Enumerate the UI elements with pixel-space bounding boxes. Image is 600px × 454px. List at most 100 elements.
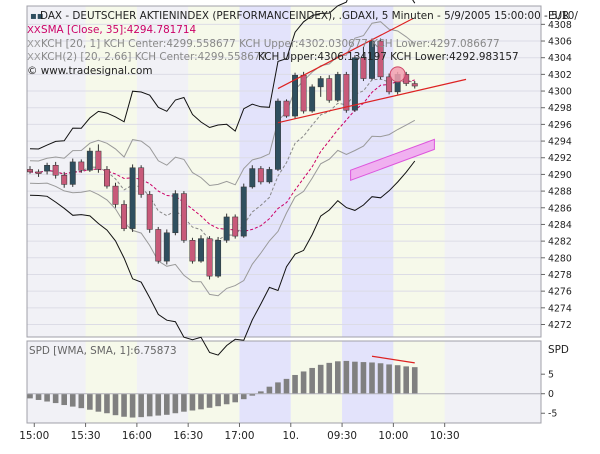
candle-body [198,238,204,262]
candle-body [129,167,136,229]
price-panel-border [26,5,542,338]
kch1-upper-line [29,21,416,187]
annotations [277,17,467,364]
y-tick-label: 4284 [548,220,572,231]
candle-body [266,169,273,183]
candle [411,81,418,89]
candle [386,73,393,95]
candle-body [309,86,316,112]
y-tick-label: 4282 [548,237,572,248]
candle-body [27,169,33,173]
y-tick-label: 4300 [548,87,572,98]
x-tick-label: 15:00 [19,430,49,442]
spd-bar [360,362,367,394]
spd-bar [138,393,144,418]
kch-center-line [29,78,415,241]
spd-bar [343,360,350,394]
candle [369,38,375,81]
spd-tick-label: -5 [548,409,557,420]
kch2-legend-part-a: KCH(2) [20, 2.66] KCH Center:4299.558677 [41,51,267,63]
candle-body [360,57,367,79]
sma-legend-icon: XX [27,25,41,36]
kch2-legend-part-b: KCH Upper:4306.134197 KCH Lower:4292.983… [258,51,519,63]
candle-body [386,76,393,93]
candle-body [121,204,127,229]
candle-body [369,40,375,79]
candle [206,236,213,280]
time-band [393,6,445,337]
y-tick-label: 4272 [548,320,572,331]
spd-bar [223,393,230,405]
highlight-circle-marker [389,66,406,83]
x-tick-label: 09:30 [327,430,357,442]
candle-body [343,74,350,111]
candle-body [163,232,170,262]
x-tick-label: 10. [283,430,300,442]
spd-bar [172,393,179,414]
candle-body [283,100,290,117]
candle [300,71,307,114]
y-tick-label: 4278 [548,270,572,281]
candle-body [95,150,102,170]
candle-body [334,74,341,101]
spd-time-band [290,341,343,423]
spd-bar [206,393,213,408]
currency-label: EUR [548,10,569,22]
trend-line-lower [277,78,467,124]
candle [351,55,358,112]
candle [334,71,341,102]
y-tick-label: 4298 [548,103,572,114]
time-band [85,6,137,337]
spd-bar [69,393,76,407]
candle [146,191,153,233]
sma-legend: SMA [Close, 35]:4294.781714 [41,24,197,36]
candle-body [300,74,307,112]
spd-bar [35,393,42,400]
x-tick-label: 17:00 [224,430,254,442]
candle [309,84,316,113]
spd-bar [104,393,110,414]
candle-body [180,193,187,241]
candle-body [35,171,42,174]
y-tick-label: 4280 [548,253,572,264]
spd-bar [335,361,341,394]
spd-time-band [393,341,445,423]
candle-body [78,161,85,171]
y-tick-label: 4308 [548,20,572,31]
candle-body [351,57,358,111]
candle [317,76,324,97]
y-tick-label: 4296 [548,120,572,131]
candle-body [223,216,230,241]
y-tick-label: 4304 [548,53,572,64]
spd-bar [52,393,59,404]
candle [155,226,162,264]
candle-body [215,240,222,277]
candle [257,166,264,185]
candle-body [112,185,119,205]
spd-bar [129,393,136,418]
candle-body [326,78,333,101]
spd-bar [352,361,358,394]
candle-body [155,229,162,262]
candle [129,164,136,232]
spd-bar [292,374,298,394]
spd-bar [78,393,85,409]
spd-bar [266,386,273,394]
spd-bar [61,393,67,406]
spd-time-band [188,341,240,423]
x-tick-label: 16:30 [173,430,203,442]
spd-bar [275,382,281,394]
candle [172,190,179,236]
trend-line-upper [277,17,414,90]
spd-bar [27,393,33,399]
candle-body [189,240,196,262]
candle-body [275,100,281,170]
spd-bar [249,393,256,396]
candle [266,166,273,184]
candle [189,237,196,264]
candle-body [61,175,68,185]
spd-bar [283,378,290,394]
spd-legend: SPD [WMA, SMA, 1]:6.75873 [29,345,177,357]
